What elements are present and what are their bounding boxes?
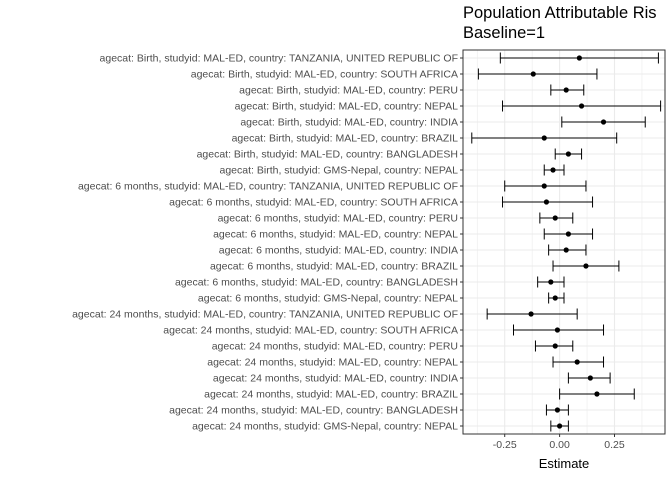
error-bar-row	[499, 52, 659, 64]
estimate-point	[574, 359, 580, 365]
estimate-point	[543, 199, 550, 205]
error-bar-row	[543, 164, 565, 176]
error-bar-row	[537, 276, 565, 288]
y-axis-label: agecat: Birth, studyid: MAL-ED, country:…	[100, 53, 458, 65]
estimate-point	[565, 151, 571, 157]
error-bar-row	[567, 372, 611, 384]
y-axis-label: agecat: 6 months, studyid: GMS-Nepal, co…	[198, 293, 458, 305]
estimate-point	[576, 55, 582, 61]
estimate-point	[587, 375, 593, 381]
y-axis-label: agecat: 6 months, studyid: MAL-ED, count…	[169, 197, 458, 209]
estimate-point	[552, 295, 558, 301]
estimate-point	[552, 215, 558, 221]
estimate-point	[554, 407, 561, 413]
x-axis: -0.25 0.00 0.25	[493, 434, 625, 451]
x-axis-tick-label: -0.25	[493, 439, 517, 451]
error-bar-row	[554, 148, 583, 160]
y-axis-label: agecat: 24 months, studyid: MAL-ED, coun…	[204, 389, 458, 401]
y-axis-label: agecat: 6 months, studyid: MAL-ED, count…	[175, 277, 458, 289]
y-axis-label: agecat: Birth, studyid: GMS-Nepal, count…	[220, 165, 459, 177]
error-bar-row	[502, 100, 662, 112]
estimate-point	[550, 167, 556, 173]
y-axis-label: agecat: 24 months, studyid: MAL-ED, coun…	[169, 405, 458, 417]
chart-title-line-2: Baseline=1	[463, 24, 546, 42]
y-axis-label: agecat: Birth, studyid: MAL-ED, country:…	[197, 149, 458, 161]
estimate-point	[557, 423, 563, 429]
y-axis-label: agecat: Birth, studyid: MAL-ED, country:…	[240, 117, 458, 129]
chart-title-line-1: Population Attributable Ris	[463, 4, 657, 22]
y-axis-ticks	[460, 57, 463, 427]
error-bar-row	[559, 388, 635, 400]
error-bar-row	[502, 196, 594, 208]
x-axis-title: Estimate	[539, 456, 590, 471]
y-axis-label: agecat: Birth, studyid: MAL-ED, country:…	[191, 69, 458, 81]
error-bar-row	[477, 68, 598, 80]
y-axis-label: agecat: Birth, studyid: MAL-ED, country:…	[239, 85, 458, 97]
grid-minor	[476, 50, 643, 434]
estimate-point	[594, 391, 600, 397]
error-bar-row	[548, 244, 587, 256]
error-bar-row	[534, 340, 574, 352]
estimate-point	[541, 183, 547, 189]
estimate-point	[563, 247, 569, 253]
estimate-point	[583, 263, 589, 269]
error-bar-row	[561, 116, 646, 128]
y-axis-label: agecat: 24 months, studyid: MAL-ED, coun…	[213, 373, 458, 385]
y-axis-label: agecat: 6 months, studyid: MAL-ED, count…	[78, 181, 458, 193]
estimate-point	[563, 87, 569, 93]
plot-panel	[463, 50, 665, 434]
y-axis-label: agecat: 24 months, studyid: MAL-ED, coun…	[72, 309, 458, 321]
x-axis-tick-label: 0.00	[549, 439, 570, 451]
error-bar-row	[513, 324, 605, 336]
estimate-point	[578, 103, 585, 109]
error-bar-row	[486, 308, 578, 320]
error-bar-row	[504, 180, 587, 192]
y-axis-label: agecat: 6 months, studyid: MAL-ED, count…	[213, 229, 458, 241]
estimate-point	[541, 135, 547, 141]
estimate-point	[528, 311, 534, 317]
estimate-point	[565, 231, 571, 237]
estimate-point	[554, 327, 561, 333]
y-axis-label: agecat: Birth, studyid: MAL-ED, country:…	[235, 101, 458, 113]
y-axis-label: agecat: 24 months, studyid: MAL-ED, coun…	[207, 357, 458, 369]
y-axis-label: agecat: Birth, studyid: MAL-ED, country:…	[232, 133, 459, 145]
error-bar-row	[550, 420, 569, 432]
estimate-point	[548, 279, 554, 285]
y-axis-label: agecat: 24 months, studyid: MAL-ED, coun…	[163, 325, 458, 337]
error-bar-row	[552, 260, 620, 272]
y-axis-label: agecat: 6 months, studyid: MAL-ED, count…	[218, 213, 458, 225]
error-bar-row	[548, 292, 565, 304]
y-axis-label: agecat: 6 months, studyid: MAL-ED, count…	[210, 261, 458, 273]
y-axis-label: agecat: 6 months, studyid: MAL-ED, count…	[219, 245, 458, 257]
error-bar-row	[552, 356, 605, 368]
error-bar-row	[550, 84, 585, 96]
y-axis-labels: agecat: Birth, studyid: MAL-ED, country:…	[72, 53, 458, 433]
data-marks	[471, 52, 662, 432]
y-axis-label: agecat: 24 months, studyid: MAL-ED, coun…	[212, 341, 458, 353]
estimate-point	[600, 119, 607, 125]
x-axis-tick-label: 0.25	[604, 439, 625, 451]
estimate-point	[552, 343, 558, 349]
y-axis-label: agecat: 24 months, studyid: GMS-Nepal, c…	[192, 421, 458, 433]
error-bar-row	[539, 212, 574, 224]
error-bar-row	[543, 228, 594, 240]
error-bar-row	[471, 132, 618, 144]
plot-panel-border	[462, 49, 666, 435]
error-bar-row	[545, 404, 569, 416]
estimate-point	[530, 71, 536, 77]
